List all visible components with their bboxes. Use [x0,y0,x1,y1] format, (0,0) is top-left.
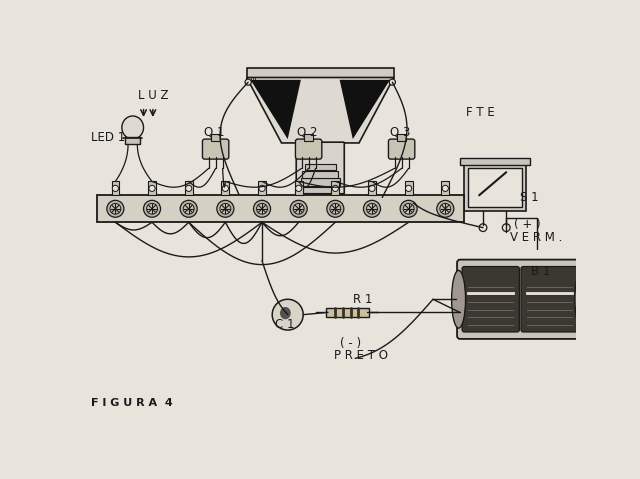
Circle shape [217,200,234,217]
Text: P R E T O: P R E T O [334,349,388,362]
Text: V E R M .: V E R M . [510,231,563,244]
Bar [111,182,119,195]
Bar [368,182,376,195]
Circle shape [149,185,155,192]
Text: B 1: B 1 [531,264,550,278]
Circle shape [436,200,454,217]
Text: Q 1: Q 1 [204,125,225,138]
Text: C 1: C 1 [275,318,295,331]
Circle shape [364,200,381,217]
FancyBboxPatch shape [457,260,584,339]
Text: S 1: S 1 [520,191,539,204]
Bar [397,134,406,141]
FancyBboxPatch shape [296,142,344,194]
Bar [295,182,303,195]
Circle shape [403,204,414,214]
Bar [246,68,394,78]
Circle shape [110,204,121,214]
Bar [326,308,369,317]
Bar [303,171,338,178]
Circle shape [400,200,417,217]
FancyBboxPatch shape [521,266,579,332]
Circle shape [293,204,304,214]
Circle shape [406,185,412,192]
Bar [304,134,313,141]
Circle shape [440,204,451,214]
Circle shape [369,185,375,192]
Bar [148,182,156,195]
Bar [258,182,266,195]
Circle shape [112,185,118,192]
Bar [303,187,337,193]
FancyBboxPatch shape [202,139,229,159]
Circle shape [332,185,339,192]
Polygon shape [340,80,390,139]
Polygon shape [246,78,394,143]
Circle shape [502,224,510,231]
Text: L U Z: L U Z [138,89,168,102]
Circle shape [107,200,124,217]
Text: F I G U R A  4: F I G U R A 4 [91,399,173,408]
Bar [301,178,340,186]
FancyBboxPatch shape [462,266,520,332]
Circle shape [296,185,302,192]
Text: ( - ): ( - ) [340,337,361,350]
Text: LED 1: LED 1 [91,131,125,144]
Bar [442,182,449,195]
Circle shape [327,200,344,217]
Text: Q 2: Q 2 [297,125,317,138]
Circle shape [183,204,194,214]
Bar [332,182,339,195]
Bar [185,182,193,195]
Circle shape [257,204,268,214]
Ellipse shape [122,116,143,139]
Text: ( + ): ( + ) [514,218,541,231]
FancyBboxPatch shape [388,139,415,159]
Bar [221,182,229,195]
Bar [305,164,336,170]
Circle shape [143,200,161,217]
Circle shape [245,79,252,85]
Circle shape [330,204,340,214]
Circle shape [479,224,487,231]
Ellipse shape [452,270,465,328]
Circle shape [253,200,271,217]
Circle shape [147,204,157,214]
Bar [404,182,413,195]
Circle shape [290,200,307,217]
Bar [460,159,529,164]
Text: F T E: F T E [466,106,495,119]
Circle shape [222,185,228,192]
Circle shape [272,299,303,330]
Circle shape [220,204,231,214]
Polygon shape [250,80,301,139]
Circle shape [186,185,192,192]
Circle shape [259,185,265,192]
Bar [125,137,140,145]
Circle shape [389,79,396,85]
Circle shape [180,200,197,217]
Circle shape [367,204,378,214]
Ellipse shape [280,307,291,319]
Text: Q 3: Q 3 [390,125,410,138]
Bar [97,195,463,222]
Bar [211,134,220,141]
Bar [467,168,522,207]
Text: R 1: R 1 [353,293,372,306]
Bar [463,164,525,211]
FancyBboxPatch shape [296,139,322,159]
Circle shape [442,185,449,192]
Ellipse shape [575,270,589,328]
